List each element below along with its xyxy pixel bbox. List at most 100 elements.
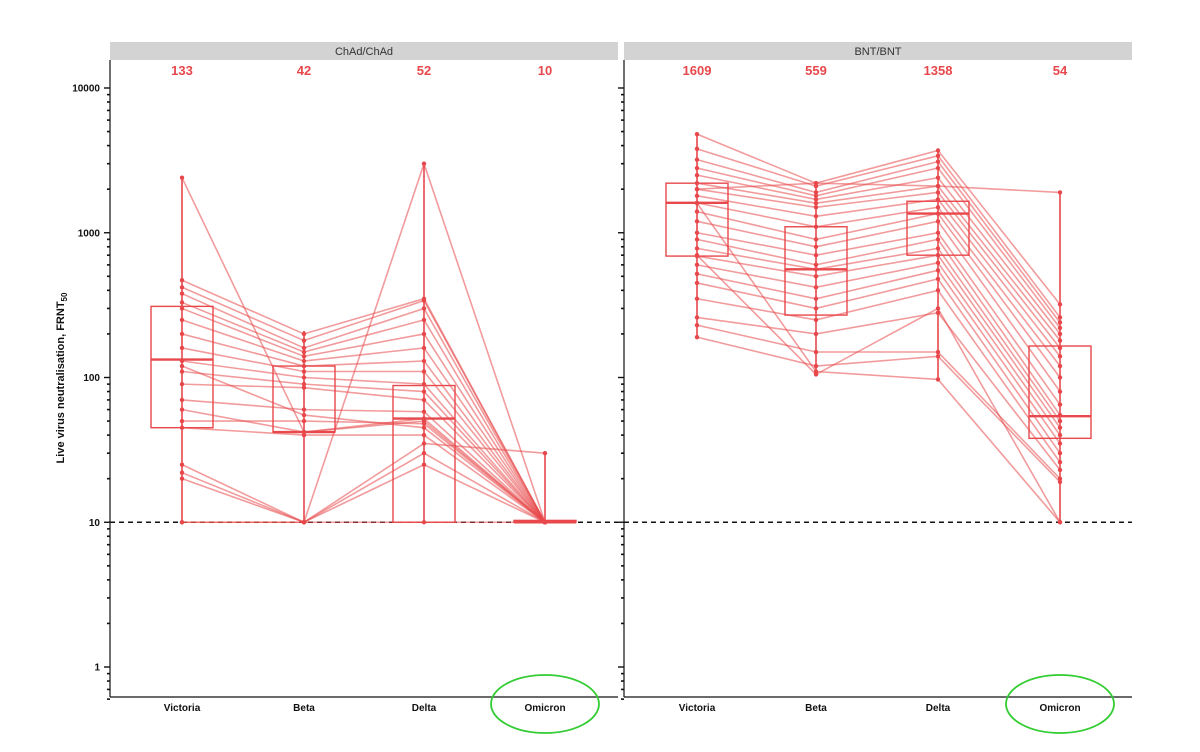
data-point: [1057, 476, 1063, 481]
participant-line: [181, 292, 546, 523]
data-point: [813, 224, 819, 229]
participant-line: [182, 161, 546, 524]
data-point: [179, 470, 185, 475]
data-point: [301, 381, 307, 387]
y-tick-label: 10: [89, 518, 101, 529]
participant-line: [181, 365, 546, 523]
data-point: [1057, 320, 1063, 325]
data-point: [694, 246, 700, 251]
participant-line: [696, 158, 1061, 323]
data-point: [179, 306, 185, 311]
median-label: 10: [538, 63, 552, 78]
data-point: [935, 219, 941, 224]
participant-line: [696, 289, 1061, 463]
participant-line: [696, 220, 1061, 392]
data-point: [421, 358, 427, 364]
data-point: [1057, 389, 1063, 394]
participant-line: [696, 188, 1061, 349]
data-point: [179, 345, 185, 351]
data-point: [1057, 375, 1063, 380]
participant-line: [181, 399, 546, 523]
category-label: Delta: [412, 703, 437, 714]
category-label: Delta: [926, 703, 951, 714]
data-point: [301, 385, 307, 390]
data-point: [301, 429, 307, 435]
data-point: [935, 310, 941, 315]
data-point: [813, 262, 819, 268]
data-point: [179, 476, 185, 481]
data-point: [1057, 520, 1063, 525]
highlight-ellipse-1: [1005, 674, 1115, 734]
data-point: [694, 209, 700, 214]
category-label: Beta: [293, 703, 315, 714]
median-label: 1358: [924, 63, 953, 78]
data-point: [694, 271, 700, 277]
data-point: [935, 268, 941, 273]
data-point: [813, 331, 819, 337]
y-tick-label: 1000: [78, 228, 101, 239]
data-point: [1057, 459, 1063, 465]
data-point: [179, 369, 185, 374]
data-point: [694, 193, 700, 198]
data-point: [694, 322, 700, 328]
data-point: [179, 363, 185, 369]
participant-line: [181, 408, 546, 523]
data-point: [1057, 432, 1063, 438]
data-point: [301, 407, 307, 412]
highlight-ellipses: [490, 674, 1115, 734]
participant-line: [181, 279, 546, 523]
data-point: [179, 418, 185, 424]
data-point: [813, 267, 819, 272]
data-point: [542, 520, 548, 525]
data-point: [421, 161, 427, 166]
data-point: [1057, 354, 1063, 359]
panel-title-0: ChAd/ChAd: [335, 46, 393, 58]
participant-line: [696, 254, 1061, 429]
data-point: [813, 180, 819, 186]
participant-line: [696, 336, 1061, 483]
data-point: [179, 381, 185, 387]
data-point: [694, 230, 700, 235]
data-point: [694, 180, 700, 186]
data-point: [935, 252, 941, 258]
data-point: [179, 407, 185, 412]
panel-strips: [110, 42, 1132, 60]
data-point: [1057, 190, 1063, 195]
participant-line: [181, 383, 546, 523]
data-point: [421, 441, 427, 446]
data-point: [935, 175, 941, 180]
participant-line: [696, 182, 1061, 342]
data-point: [1057, 363, 1063, 369]
data-point: [421, 409, 427, 414]
data-point: [813, 205, 819, 210]
data-point: [179, 278, 185, 283]
y-tick-label: 1: [94, 663, 100, 674]
data-point: [301, 432, 307, 438]
data-point: [1057, 479, 1063, 485]
data-point: [694, 201, 700, 206]
data-point: [179, 462, 185, 467]
participant-line: [181, 177, 546, 523]
data-point: [813, 190, 819, 195]
data-point: [301, 345, 307, 351]
data-point: [813, 193, 819, 198]
data-point: [935, 260, 941, 266]
data-point: [694, 262, 700, 268]
participant-line: [696, 311, 1061, 471]
highlight-ellipse-0: [490, 674, 600, 734]
data-point: [1057, 302, 1063, 307]
participant-line: [696, 247, 1061, 422]
data-point: [301, 358, 307, 364]
data-point: [421, 520, 427, 525]
data-point: [935, 276, 941, 282]
data-point: [542, 450, 548, 456]
data-point: [813, 306, 819, 311]
category-label: Victoria: [679, 703, 716, 714]
data-point: [694, 131, 700, 137]
participant-line: [181, 319, 546, 523]
participant-line: [181, 360, 546, 523]
data-point: [421, 298, 427, 303]
participant-lines: [181, 133, 1061, 524]
participant-line: [181, 347, 546, 523]
